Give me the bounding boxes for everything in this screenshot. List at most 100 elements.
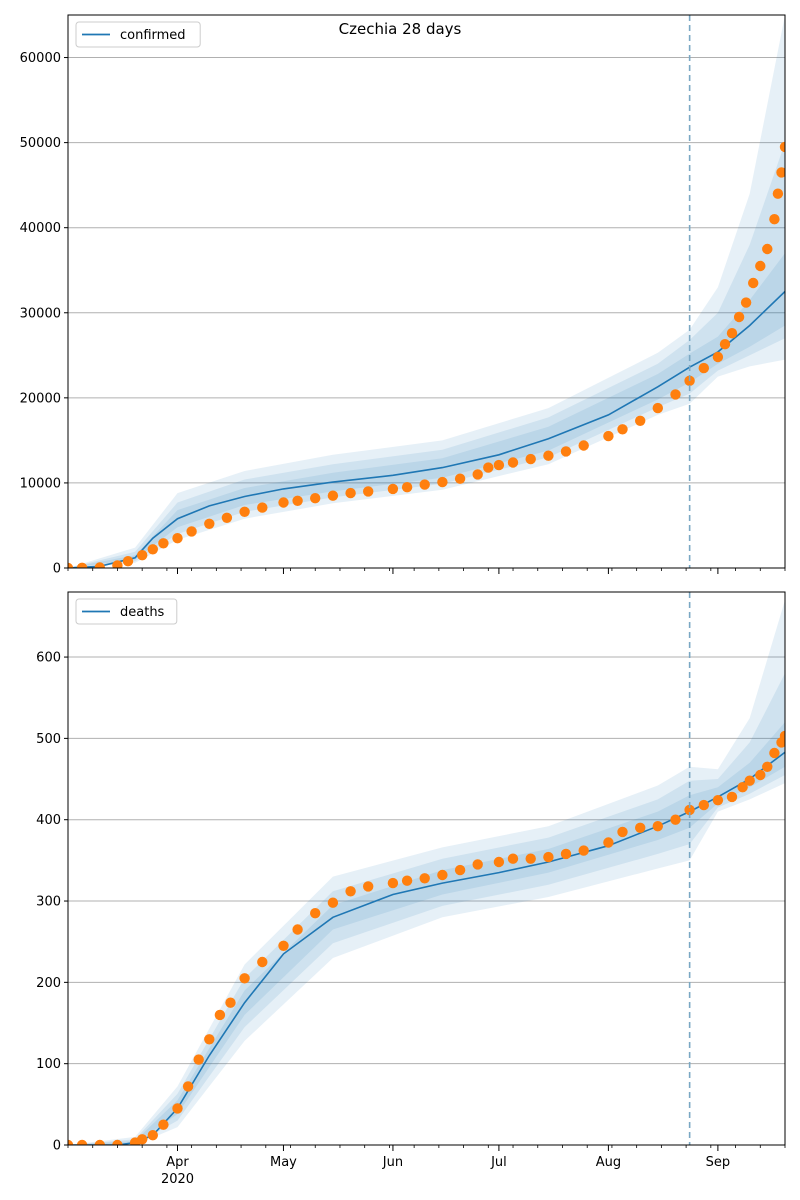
observed-point — [740, 297, 752, 308]
observed-point — [472, 469, 483, 480]
observed-point — [483, 462, 494, 473]
observed-point — [387, 877, 399, 889]
observed-point — [112, 1139, 123, 1145]
observed-point — [387, 483, 399, 495]
credible-interval-band — [68, 15, 785, 568]
observed-point — [94, 562, 105, 568]
x-tick-label: Aug — [596, 1155, 621, 1170]
credible-interval-band — [68, 673, 785, 1145]
legend-label: deaths — [120, 605, 165, 620]
deaths-panel: 0 100 200 300 400 500 600 Apr 2020 May Jun Jul Aug Se… — [36, 591, 786, 1187]
observed-point — [182, 1081, 194, 1092]
observed-point — [733, 311, 745, 323]
x-tick-label: May — [270, 1155, 297, 1170]
observed-point — [221, 512, 233, 523]
observed-point — [327, 897, 339, 908]
observed-point — [204, 1034, 215, 1045]
observed-point — [204, 518, 215, 529]
observed-point — [345, 886, 356, 897]
observed-point — [603, 430, 614, 442]
observed-point — [225, 997, 236, 1008]
legend-box — [75, 21, 201, 48]
observed-point — [698, 799, 709, 811]
observed-point — [401, 482, 413, 493]
observed-point — [193, 1054, 204, 1065]
observed-point — [186, 526, 197, 537]
credible-interval-band — [68, 600, 785, 1145]
observed-point — [239, 973, 250, 984]
observed-point — [147, 1130, 158, 1141]
observed-point — [726, 328, 738, 339]
observed-point — [68, 562, 74, 568]
observed-point — [670, 814, 681, 825]
x-tick-label: Jul — [490, 1155, 507, 1170]
observed-point — [712, 795, 724, 806]
observed-point — [737, 782, 748, 793]
plot-area — [68, 600, 785, 1145]
observed-point — [755, 260, 766, 272]
observed-point — [278, 940, 289, 951]
observed-point — [94, 1139, 105, 1145]
y-tick-label: 30000 — [20, 306, 61, 321]
observed-point — [779, 141, 785, 153]
observed-point — [776, 167, 785, 178]
y-tick-label: 400 — [36, 813, 61, 828]
observed-point — [719, 339, 731, 350]
observed-point — [172, 1103, 183, 1114]
observed-point — [525, 853, 536, 864]
observed-point — [762, 243, 773, 255]
observed-point — [712, 351, 724, 363]
observed-point — [493, 856, 505, 868]
y-tick-label: 100 — [36, 1057, 61, 1072]
observed-point — [472, 859, 483, 870]
observed-point — [762, 761, 773, 772]
observed-point — [310, 908, 321, 919]
y-tick-label: 60000 — [20, 51, 61, 66]
observed-point — [122, 556, 134, 567]
observed-point — [543, 450, 554, 461]
y-tick-label: 600 — [36, 651, 61, 666]
observed-point — [493, 459, 505, 471]
y-tick-label: 0 — [53, 562, 61, 577]
observed-point — [419, 873, 430, 884]
observed-point — [769, 214, 780, 225]
observed-point — [76, 1139, 88, 1145]
observed-point — [172, 533, 183, 544]
y-tick-label: 20000 — [20, 391, 61, 406]
observed-point — [257, 502, 268, 513]
observed-point — [755, 769, 766, 781]
observed-point — [257, 956, 268, 968]
observed-point — [525, 453, 536, 465]
y-tick-label: 500 — [36, 732, 61, 747]
observed-point — [779, 730, 785, 742]
observed-point — [158, 538, 169, 549]
observed-point — [345, 487, 356, 499]
observed-point — [363, 486, 374, 497]
x-tick-label: Jun — [382, 1155, 403, 1170]
observed-point — [76, 562, 88, 568]
observed-point — [327, 490, 339, 501]
y-tick-label: 300 — [36, 895, 61, 910]
y-tick-label: 0 — [53, 1139, 61, 1154]
y-tick-label: 40000 — [20, 221, 61, 236]
observed-point — [578, 440, 589, 451]
observed-point — [635, 415, 646, 426]
axes-frame — [67, 591, 786, 1146]
x-tick-label: Sep — [706, 1155, 731, 1170]
observed-point — [214, 1009, 226, 1021]
axes-frame — [67, 14, 786, 569]
observed-point — [363, 881, 374, 892]
observed-point — [507, 457, 519, 468]
y-tick-label: 10000 — [20, 476, 61, 491]
observed-point — [292, 924, 303, 935]
observed-point — [560, 446, 572, 457]
observed-point — [137, 1134, 148, 1145]
observed-point — [578, 845, 589, 856]
observed-point — [652, 402, 663, 414]
observed-point — [454, 864, 466, 876]
observed-point — [147, 544, 158, 555]
observed-point — [769, 747, 780, 759]
observed-point — [684, 804, 695, 816]
observed-point — [310, 493, 321, 504]
